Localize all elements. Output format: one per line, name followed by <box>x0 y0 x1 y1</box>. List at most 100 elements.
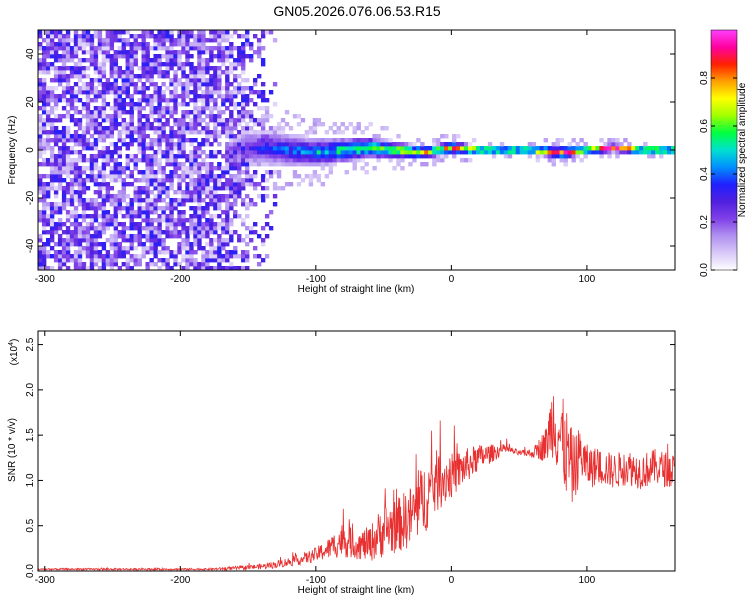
heatmap-cell <box>65 66 71 71</box>
heatmap-cell <box>93 106 99 111</box>
heatmap-cell <box>137 214 142 219</box>
heatmap-cell <box>65 134 71 139</box>
heatmap-cell <box>61 150 67 155</box>
heatmap-cell <box>264 138 270 143</box>
heatmap-cell <box>165 246 170 251</box>
heatmap-cell <box>157 266 162 270</box>
heatmap-cell <box>121 46 126 51</box>
heatmap-cell <box>85 242 91 247</box>
heatmap-cell <box>193 86 198 91</box>
heatmap-cell <box>81 114 87 119</box>
heatmap-cell <box>153 186 158 191</box>
heatmap-cell <box>205 94 210 99</box>
heatmap-cell <box>45 90 51 95</box>
heatmap-cell <box>495 146 501 151</box>
heatmap-cell <box>38 34 43 39</box>
heatmap-cell <box>81 250 87 255</box>
heatmap-cell <box>292 170 298 175</box>
heatmap-cell <box>38 114 43 119</box>
heatmap-cell <box>165 118 170 123</box>
heatmap-cell <box>209 162 214 167</box>
heatmap-cell <box>113 62 119 67</box>
heatmap-cell <box>41 146 47 151</box>
heatmap-cell <box>217 86 222 91</box>
heatmap-cell <box>137 226 142 231</box>
heatmap-cell <box>121 138 126 143</box>
heatmap-cell <box>77 258 83 263</box>
heatmap-cell <box>89 54 95 59</box>
heatmap-cell <box>161 238 166 243</box>
heatmap-cell <box>69 114 75 119</box>
heatmap-cell <box>217 178 222 183</box>
heatmap-cell <box>209 150 214 155</box>
heatmap-cell <box>77 246 83 251</box>
heatmap-cell <box>181 118 186 123</box>
heatmap-cell <box>101 218 107 223</box>
heatmap-cell <box>149 154 154 159</box>
heatmap-cell <box>57 66 63 71</box>
heatmap-cell <box>73 46 79 51</box>
heatmap-cell <box>213 126 218 131</box>
heatmap-cell <box>169 66 174 71</box>
heatmap-cell <box>177 250 182 255</box>
heatmap-cell <box>245 226 250 231</box>
heatmap-cell <box>185 114 190 119</box>
heatmap-cell <box>153 154 158 159</box>
heatmap-cell <box>157 198 162 203</box>
heatmap-cell <box>157 90 162 95</box>
heatmap-cell <box>213 198 218 203</box>
heatmap-cell <box>256 50 262 55</box>
heatmap-cell <box>153 110 158 115</box>
heatmap-cell <box>189 66 194 71</box>
heatmap-cell <box>69 54 75 59</box>
heatmap-cell <box>153 182 158 187</box>
heatmap-cell <box>256 38 262 43</box>
heatmap-cell <box>416 146 421 151</box>
heatmap-cell <box>241 186 246 191</box>
heatmap-cell <box>45 238 51 243</box>
heatmap-cell <box>213 190 218 195</box>
heatmap-cell <box>185 194 190 199</box>
heatmap-cell <box>205 162 210 167</box>
heatmap-cell <box>336 138 341 143</box>
heatmap-cell <box>141 98 146 103</box>
heatmap-cell <box>149 158 154 163</box>
heatmap-cell <box>233 30 238 35</box>
heatmap-cell <box>249 226 254 231</box>
heatmap-cell <box>440 134 445 139</box>
heatmap-cell <box>201 58 206 63</box>
heatmap-cell <box>213 66 218 71</box>
heatmap-cell <box>65 150 71 155</box>
heatmap-cell <box>213 82 218 87</box>
heatmap-cell <box>312 118 318 123</box>
heatmap-cell <box>217 46 222 51</box>
heatmap-cell <box>89 250 95 255</box>
heatmap-cell <box>256 146 262 151</box>
heatmap-cell <box>45 102 51 107</box>
heatmap-cell <box>256 42 262 47</box>
heatmap-cell <box>73 122 79 127</box>
heatmap-cell <box>276 150 282 155</box>
heatmap-cell <box>133 34 138 39</box>
heatmap-cell <box>53 142 59 147</box>
heatmap-cell <box>495 150 501 155</box>
heatmap-cell <box>201 226 206 231</box>
heatmap-cell <box>101 258 107 263</box>
heatmap-cell <box>233 250 238 255</box>
heatmap-cell <box>53 46 59 51</box>
heatmap-cell <box>109 154 115 159</box>
heatmap-cell <box>77 86 83 91</box>
heatmap-cell <box>249 142 254 147</box>
heatmap-cell <box>157 194 162 199</box>
heatmap-cell <box>245 214 250 219</box>
heatmap-cell <box>73 34 79 39</box>
heatmap-cell <box>312 142 318 147</box>
heatmap-cell <box>89 166 95 171</box>
heatmap-cell <box>288 182 294 187</box>
heatmap-cell <box>73 42 79 47</box>
heatmap-cell <box>77 62 83 67</box>
heatmap-cell <box>205 250 210 255</box>
heatmap-cell <box>404 142 409 147</box>
heatmap-cell <box>173 130 178 135</box>
heatmap-cell <box>73 150 79 155</box>
